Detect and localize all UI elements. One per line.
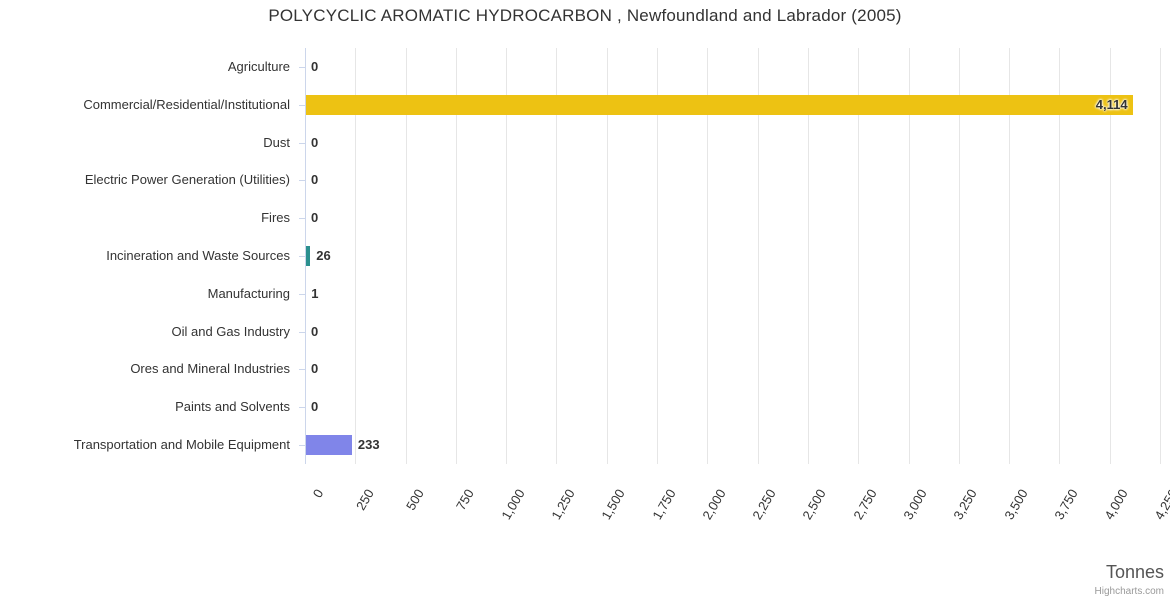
category-label: Oil and Gas Industry — [171, 323, 291, 339]
x-tick-label: 3,250 — [950, 486, 980, 523]
category-label: Commercial/Residential/Institutional — [83, 96, 290, 112]
category-label: Transportation and Mobile Equipment — [73, 437, 290, 453]
x-tick-label: 1,250 — [548, 486, 578, 523]
gridline — [405, 48, 407, 464]
x-tick-label: 250 — [352, 486, 377, 513]
category-tick-mark — [299, 407, 305, 408]
category-label: Agriculture — [227, 58, 290, 74]
gridline — [506, 48, 508, 464]
x-axis-title: Tonnes — [1105, 562, 1164, 582]
category-label: Fires — [261, 210, 290, 226]
bar-value-label: 4,114 — [1095, 96, 1128, 112]
bar-value-label: 233 — [357, 437, 380, 453]
gridline — [1059, 48, 1061, 464]
x-tick-label: 3,750 — [1051, 486, 1081, 523]
gridline — [606, 48, 608, 464]
x-tick-label: 4,250 — [1151, 486, 1170, 523]
bar[interactable] — [305, 435, 352, 456]
bar-value-label: 0 — [311, 361, 319, 377]
category-label: Incineration and Waste Sources — [106, 248, 290, 263]
category-tick-mark — [299, 67, 305, 68]
gridline — [1109, 48, 1111, 464]
gridline — [858, 48, 860, 464]
x-tick-label: 3,000 — [900, 486, 930, 523]
bar-value-label: 0 — [311, 58, 319, 74]
bar-value-label: 0 — [311, 210, 319, 226]
category-tick-mark — [299, 180, 305, 181]
category-tick-mark — [299, 256, 305, 257]
category-label: Paints and Solvents — [175, 399, 290, 415]
x-tick-label: 1,750 — [648, 486, 679, 523]
x-tick-label: 3,500 — [1000, 486, 1031, 523]
bar-value-label: 0 — [311, 399, 319, 415]
gridline — [958, 48, 960, 464]
gridline — [657, 48, 659, 464]
category-tick-mark — [299, 294, 305, 295]
category-tick-mark — [299, 445, 305, 446]
gridline — [1160, 48, 1161, 464]
plot-area: 0 4,114 0 0 0 26 1 0 0 0 233 — [305, 48, 1161, 464]
category-label: Manufacturing — [207, 285, 290, 301]
gridline — [556, 48, 558, 464]
x-tick-label: 2,000 — [699, 486, 729, 523]
highcharts-credit[interactable]: Highcharts.com — [1094, 586, 1164, 597]
x-tick-label: 1,000 — [498, 486, 528, 523]
chart-title: POLYCYCLIC AROMATIC HYDROCARBON , Newfou… — [268, 6, 902, 25]
gridline — [355, 48, 357, 464]
category-axis-line — [305, 48, 306, 464]
x-tick-label: 1,500 — [598, 486, 628, 523]
bar-value-label: 0 — [311, 323, 319, 339]
category-tick-mark — [299, 218, 305, 219]
gridline — [1009, 48, 1011, 464]
category-label: Dust — [263, 134, 290, 150]
bar-value-label: 1 — [311, 285, 319, 301]
x-tick-label: 0 — [309, 486, 327, 501]
x-tick-label: 2,750 — [850, 486, 880, 523]
bar[interactable] — [305, 246, 311, 266]
x-tick-label: 750 — [453, 486, 477, 513]
bar-value-label: 0 — [311, 134, 319, 150]
category-label: Ores and Mineral Industries — [130, 361, 290, 377]
category-tick-mark — [299, 332, 305, 333]
category-label: Electric Power Generation (Utilities) — [84, 172, 290, 188]
x-tick-label: 2,250 — [749, 486, 779, 523]
gridline — [807, 48, 809, 464]
gridline — [757, 48, 759, 464]
bar[interactable] — [305, 94, 1133, 115]
x-tick-label: 500 — [402, 486, 427, 513]
bar-value-label: 0 — [311, 172, 319, 188]
gridline — [455, 48, 457, 464]
gridline — [908, 48, 910, 464]
category-tick-mark — [299, 369, 305, 370]
category-tick-mark — [299, 143, 305, 144]
x-tick-label: 2,500 — [799, 486, 830, 523]
gridline — [707, 48, 709, 464]
category-tick-mark — [299, 105, 305, 106]
bar-value-label: 26 — [316, 248, 331, 263]
x-tick-label: 4,000 — [1101, 486, 1131, 523]
